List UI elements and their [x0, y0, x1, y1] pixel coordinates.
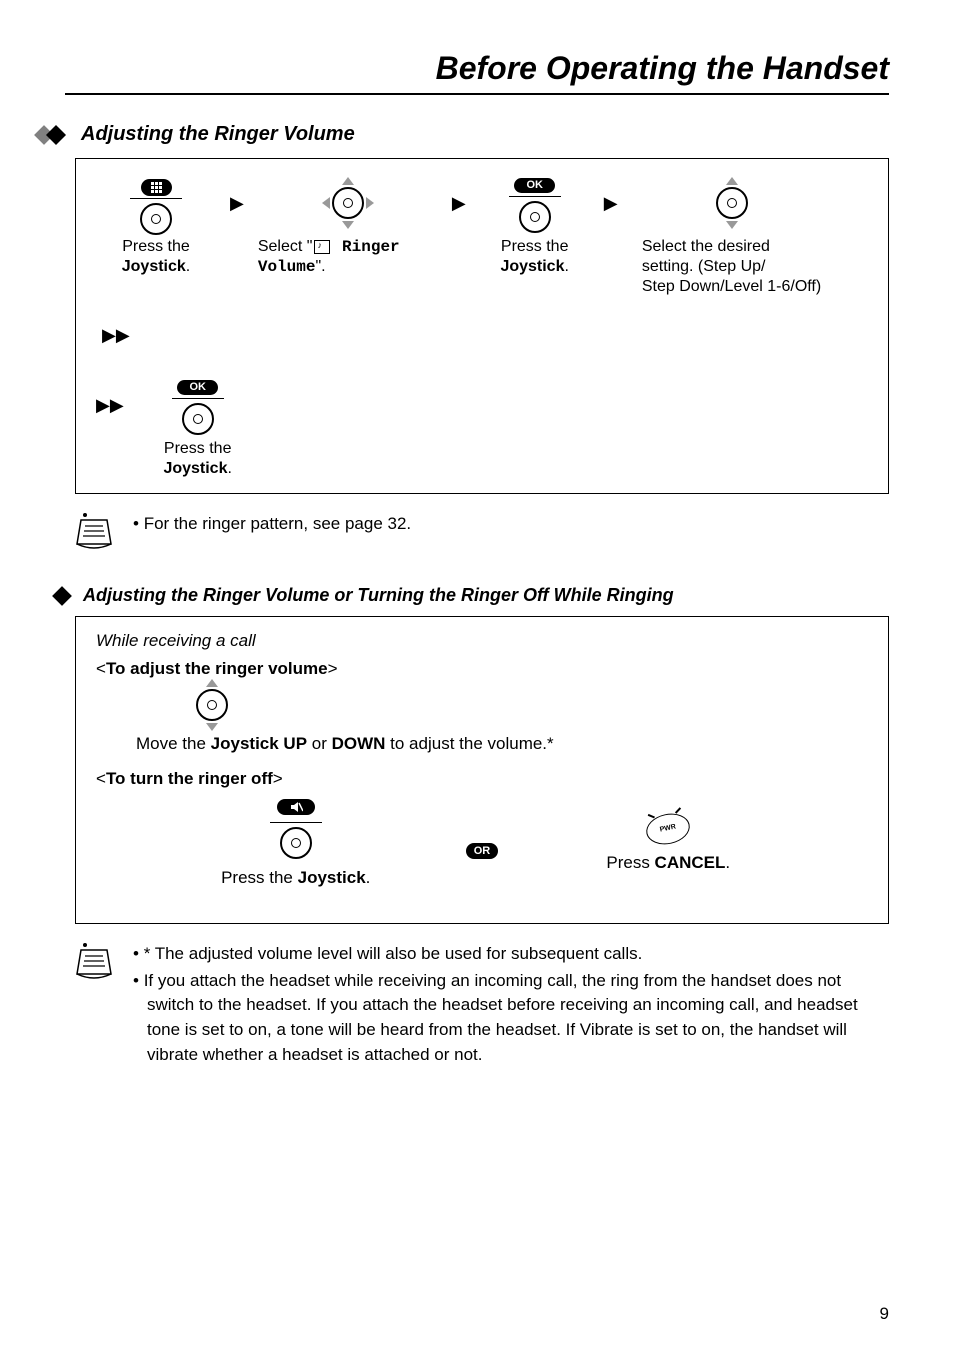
step1-line2: Joystick — [122, 258, 186, 275]
diamond-pair-icon — [37, 125, 73, 145]
flow-arrow-icon: ▶▶ — [96, 305, 136, 365]
note-text-2a: * The adjusted volume level will also be… — [133, 942, 889, 967]
note-icon — [75, 942, 115, 989]
flow-arrow-icon: ▶ — [224, 173, 250, 233]
flow-arrow-icon: ▶ — [446, 173, 472, 233]
page-number: 9 — [880, 1304, 889, 1324]
joystick-ok-icon: OK — [172, 375, 224, 435]
step3-line1: Press the — [501, 238, 569, 255]
sub-heading-text: Adjusting the Ringer Volume or Turning t… — [83, 585, 674, 606]
step-press-joystick-3: OK Press the Joystick. — [138, 375, 258, 479]
turn-off-options: Press the Joystick. OR PWR Press CANCEL. — [96, 799, 868, 903]
procedure-box-while-ringing: While receiving a call <To adjust the ri… — [75, 616, 889, 924]
joystick-updown-icon — [716, 173, 748, 233]
diamond-icon — [52, 586, 72, 606]
joystick-menu-icon — [130, 173, 182, 233]
ringer-tiny-icon — [314, 240, 330, 254]
note-icon — [75, 512, 115, 559]
cancel-button-icon: PWR — [646, 814, 690, 844]
context-label: While receiving a call — [96, 631, 868, 651]
step-press-joystick-1: Press the Joystick. — [96, 173, 216, 277]
joystick-4way-icon — [332, 173, 364, 233]
or-label: OR — [466, 843, 499, 859]
section-heading-ringer-off: Adjusting the Ringer Volume or Turning t… — [55, 585, 889, 606]
section-heading-text: Adjusting the Ringer Volume — [81, 123, 355, 146]
label-adjust-volume: <To adjust the ringer volume> — [96, 659, 868, 679]
step1-line1: Press the — [122, 238, 190, 255]
step4-line1: Select the desired — [642, 238, 770, 255]
joystick-ok-icon: OK — [509, 173, 561, 233]
step4-line3: Step Down/Level 1-6/Off) — [642, 278, 821, 295]
label-turn-off: <To turn the ringer off> — [96, 769, 868, 789]
step5-line2: Joystick — [163, 460, 227, 477]
step3-line2: Joystick — [500, 258, 564, 275]
note-text-2b: If you attach the headset while receivin… — [133, 969, 889, 1068]
note-headset: * The adjusted volume level will also be… — [75, 942, 889, 1069]
step2-suffix: ". — [315, 258, 325, 275]
note-text-1: For the ringer pattern, see page 32. — [133, 512, 411, 537]
joystick-mute-icon — [270, 799, 322, 859]
step4-line2: setting. (Step Up/ — [642, 258, 766, 275]
off-right-caption: Press CANCEL. — [606, 852, 730, 874]
section-heading-ringer-volume: Adjusting the Ringer Volume — [37, 123, 889, 146]
step-select-ringer-volume: Select " Ringer Volume". — [258, 173, 438, 277]
flow-arrow-icon: ▶ — [598, 173, 624, 233]
procedure-box-ringer-volume: Press the Joystick. ▶ Select " Ringer Vo… — [75, 158, 889, 494]
step2-prefix: Select " — [258, 238, 313, 255]
joystick-updown-icon — [196, 689, 228, 721]
step-select-setting: Select the desired setting. (Step Up/ St… — [632, 173, 832, 297]
flow-arrow-icon: ▶▶ — [96, 375, 130, 435]
adjust-instruction: Move the Joystick UP or DOWN to adjust t… — [136, 733, 554, 755]
off-left-caption: Press the Joystick. — [221, 867, 370, 889]
page-title: Before Operating the Handset — [65, 50, 889, 95]
step-press-joystick-2: OK Press the Joystick. — [480, 173, 590, 277]
note-ringer-pattern: For the ringer pattern, see page 32. — [75, 512, 889, 559]
step5-line1: Press the — [164, 440, 232, 457]
